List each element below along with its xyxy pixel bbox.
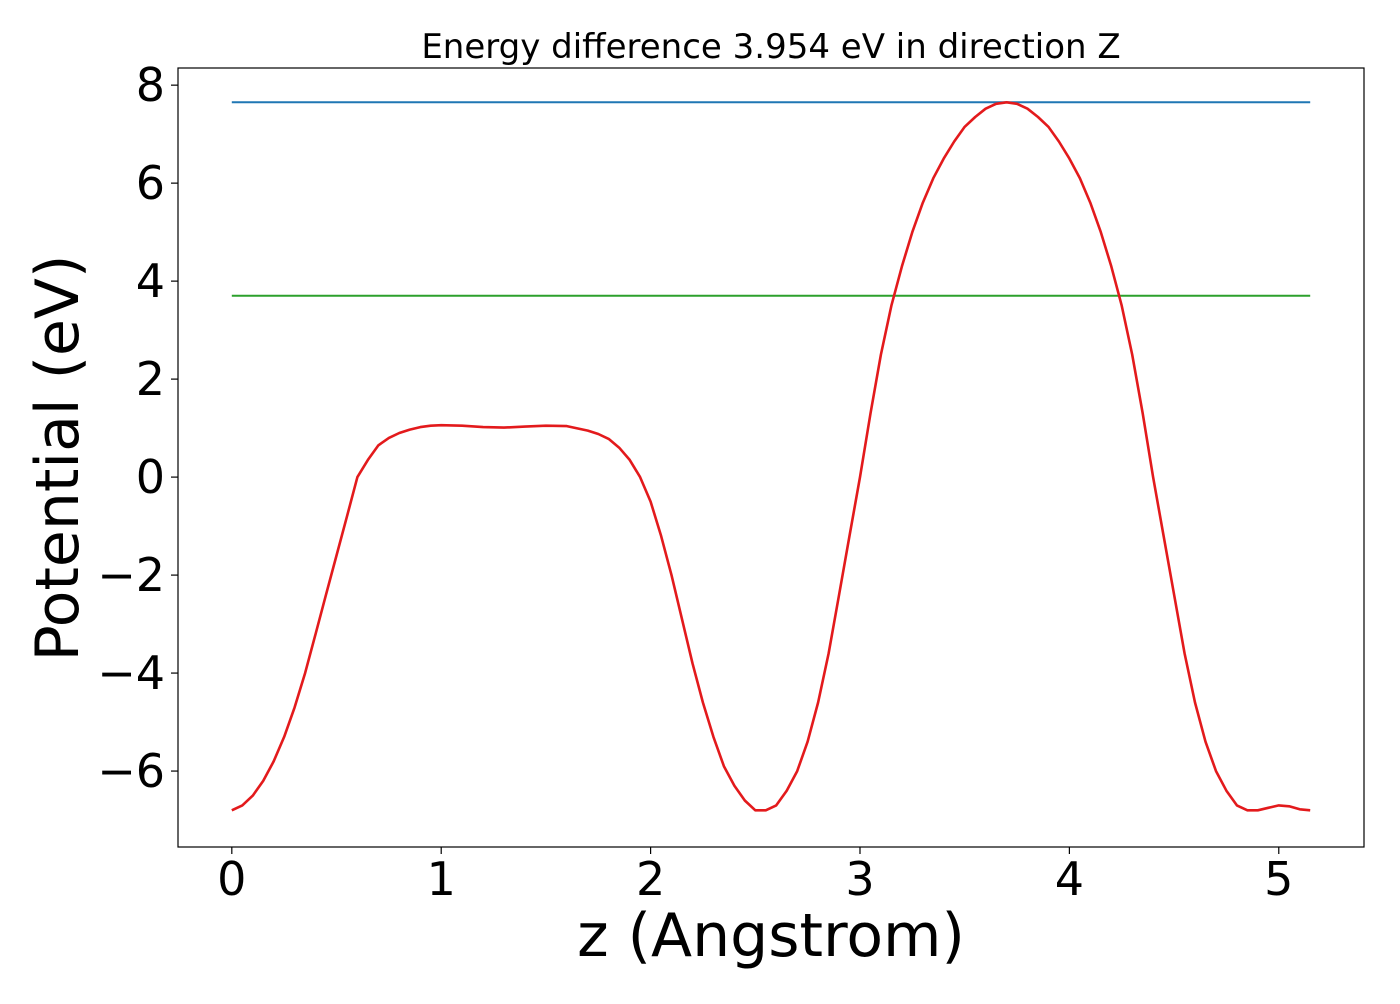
- y-tick-label: 2: [136, 352, 165, 406]
- plot-frame: [177, 67, 1365, 848]
- y-tick-label: −4: [97, 646, 165, 700]
- y-tick-label: −2: [97, 548, 165, 602]
- y-tick-label: 6: [136, 156, 165, 210]
- y-axis-label: Potential (eV): [23, 255, 93, 662]
- x-tick-label: 2: [636, 852, 665, 906]
- x-tick-label: 5: [1264, 852, 1293, 906]
- y-tick-label: 8: [136, 58, 165, 112]
- x-tick-label: 4: [1055, 852, 1084, 906]
- x-axis-ticks: 0 1 2 3 4 5: [217, 847, 1293, 906]
- x-tick-label: 1: [427, 852, 456, 906]
- series-line-3: [231, 101, 1311, 812]
- chart-title: Energy difference 3.954 eV in direction …: [421, 27, 1120, 67]
- y-tick-label: −6: [97, 744, 165, 798]
- y-tick-label: 0: [136, 450, 165, 504]
- plot-lines: [231, 101, 1311, 812]
- x-axis-label: z (Angstrom): [577, 901, 965, 971]
- x-tick-label: 3: [845, 852, 874, 906]
- x-tick-label: 0: [217, 852, 246, 906]
- y-axis-ticks: −6 −4 −2 0 2 4 6 8: [97, 58, 178, 798]
- y-tick-label: 4: [136, 254, 165, 308]
